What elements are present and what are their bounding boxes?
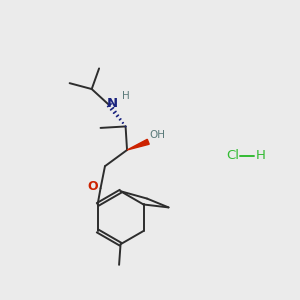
Text: N: N [107, 97, 118, 110]
Text: O: O [87, 180, 98, 193]
Text: Cl: Cl [226, 149, 239, 162]
Polygon shape [127, 139, 149, 150]
Text: H: H [256, 149, 266, 162]
Text: H: H [122, 92, 130, 101]
Text: OH: OH [150, 130, 166, 140]
